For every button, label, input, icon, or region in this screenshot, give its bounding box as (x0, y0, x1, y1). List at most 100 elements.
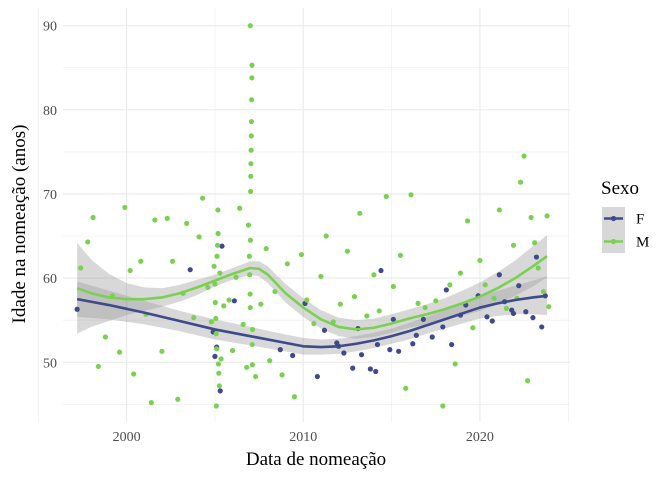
data-point-f (277, 347, 283, 353)
data-point-f (231, 298, 237, 304)
data-point-m (131, 371, 137, 377)
data-point-m (503, 305, 510, 312)
data-point-m (337, 301, 343, 307)
data-point-m (521, 153, 527, 159)
data-point-m (164, 215, 170, 221)
data-point-m (532, 240, 538, 246)
data-point-m (233, 274, 239, 280)
data-point-m (249, 62, 255, 68)
data-point-f (387, 347, 393, 353)
data-point-m (217, 270, 223, 276)
data-point-m (470, 325, 476, 331)
y-tick-label: 50 (43, 356, 57, 371)
y-axis-title: Idade na nomeação (anos) (9, 125, 30, 324)
data-point-m (323, 233, 329, 239)
data-point-m (284, 261, 290, 267)
data-point-m (247, 23, 253, 29)
data-point-f (530, 315, 536, 321)
x-tick-label: 2000 (113, 430, 141, 445)
data-point-f (219, 243, 225, 249)
data-point-f (390, 316, 396, 322)
data-point-m (90, 214, 96, 221)
y-tick-label: 70 (43, 188, 57, 203)
data-point-f (420, 316, 426, 322)
trend-line-f (76, 294, 548, 349)
data-point-m (247, 272, 253, 278)
data-point-m (169, 258, 176, 264)
legend-keys: FM (602, 207, 649, 253)
data-point-m (528, 214, 534, 221)
data-point-m (138, 258, 144, 264)
data-point-f (321, 327, 328, 333)
data-point-m (248, 133, 254, 139)
data-point-m (78, 265, 84, 271)
data-point-m (546, 304, 552, 310)
data-point-m (249, 97, 255, 103)
data-point-m (248, 173, 254, 179)
data-point-m (344, 248, 351, 254)
data-point-m (249, 341, 255, 348)
data-point-f (443, 287, 449, 293)
data-point-m (422, 304, 428, 311)
data-point-m (267, 357, 273, 364)
data-point-m (213, 315, 219, 322)
data-point-m (215, 361, 222, 367)
data-point-m (184, 220, 190, 227)
data-point-m (496, 207, 502, 213)
data-point-m (351, 294, 358, 300)
data-point-m (364, 313, 370, 319)
trend-lines (76, 255, 548, 349)
data-point-m (464, 218, 471, 224)
data-point-m (247, 237, 254, 243)
data-point-m (152, 217, 158, 223)
data-point-m (447, 282, 453, 288)
data-point-m (122, 204, 128, 211)
data-point-m (248, 147, 254, 153)
legend-label-f: F (636, 212, 644, 228)
data-point-m (247, 304, 253, 311)
data-point-m (525, 378, 531, 384)
data-point-m (397, 252, 404, 258)
data-point-m (116, 349, 123, 355)
data-point-m (226, 297, 232, 303)
data-point-m (212, 281, 218, 287)
legend-key-dot-m (610, 238, 617, 245)
data-point-f (539, 324, 545, 330)
data-point-m (175, 396, 181, 402)
data-point-m (248, 118, 255, 125)
data-point-m (517, 179, 524, 185)
data-point-f (374, 341, 381, 348)
data-point-m (510, 242, 517, 248)
legend: Sexo FM (601, 178, 649, 253)
data-point-m (304, 297, 310, 303)
data-point-m (95, 363, 101, 370)
legend-label-m: M (636, 235, 649, 251)
data-point-m (199, 195, 206, 201)
data-point-m (477, 257, 483, 264)
data-point-m (482, 282, 488, 288)
data-point-m (318, 273, 324, 280)
data-point-m (214, 346, 220, 352)
data-point-m (383, 193, 389, 200)
data-point-f (523, 309, 529, 315)
data-point-m (191, 315, 197, 321)
data-point-m (535, 265, 541, 271)
data-point-m (148, 400, 154, 406)
data-point-m (244, 364, 250, 370)
data-point-f (410, 341, 416, 347)
x-tick-label: 2020 (466, 430, 494, 445)
data-point-m (214, 253, 220, 259)
legend-key-dot-f (610, 215, 617, 222)
data-point-m (248, 188, 254, 195)
data-point-m (240, 321, 246, 327)
data-point-f (350, 365, 356, 371)
data-point-m (205, 284, 211, 290)
data-point-m (215, 207, 221, 213)
data-point-m (159, 348, 165, 354)
trend-line-m (76, 255, 548, 331)
data-point-m (258, 301, 264, 307)
data-point-m (218, 356, 224, 362)
data-point-f (429, 334, 435, 340)
tick-labels: 2000 2010 2020 50 60 70 80 90 (43, 20, 494, 445)
